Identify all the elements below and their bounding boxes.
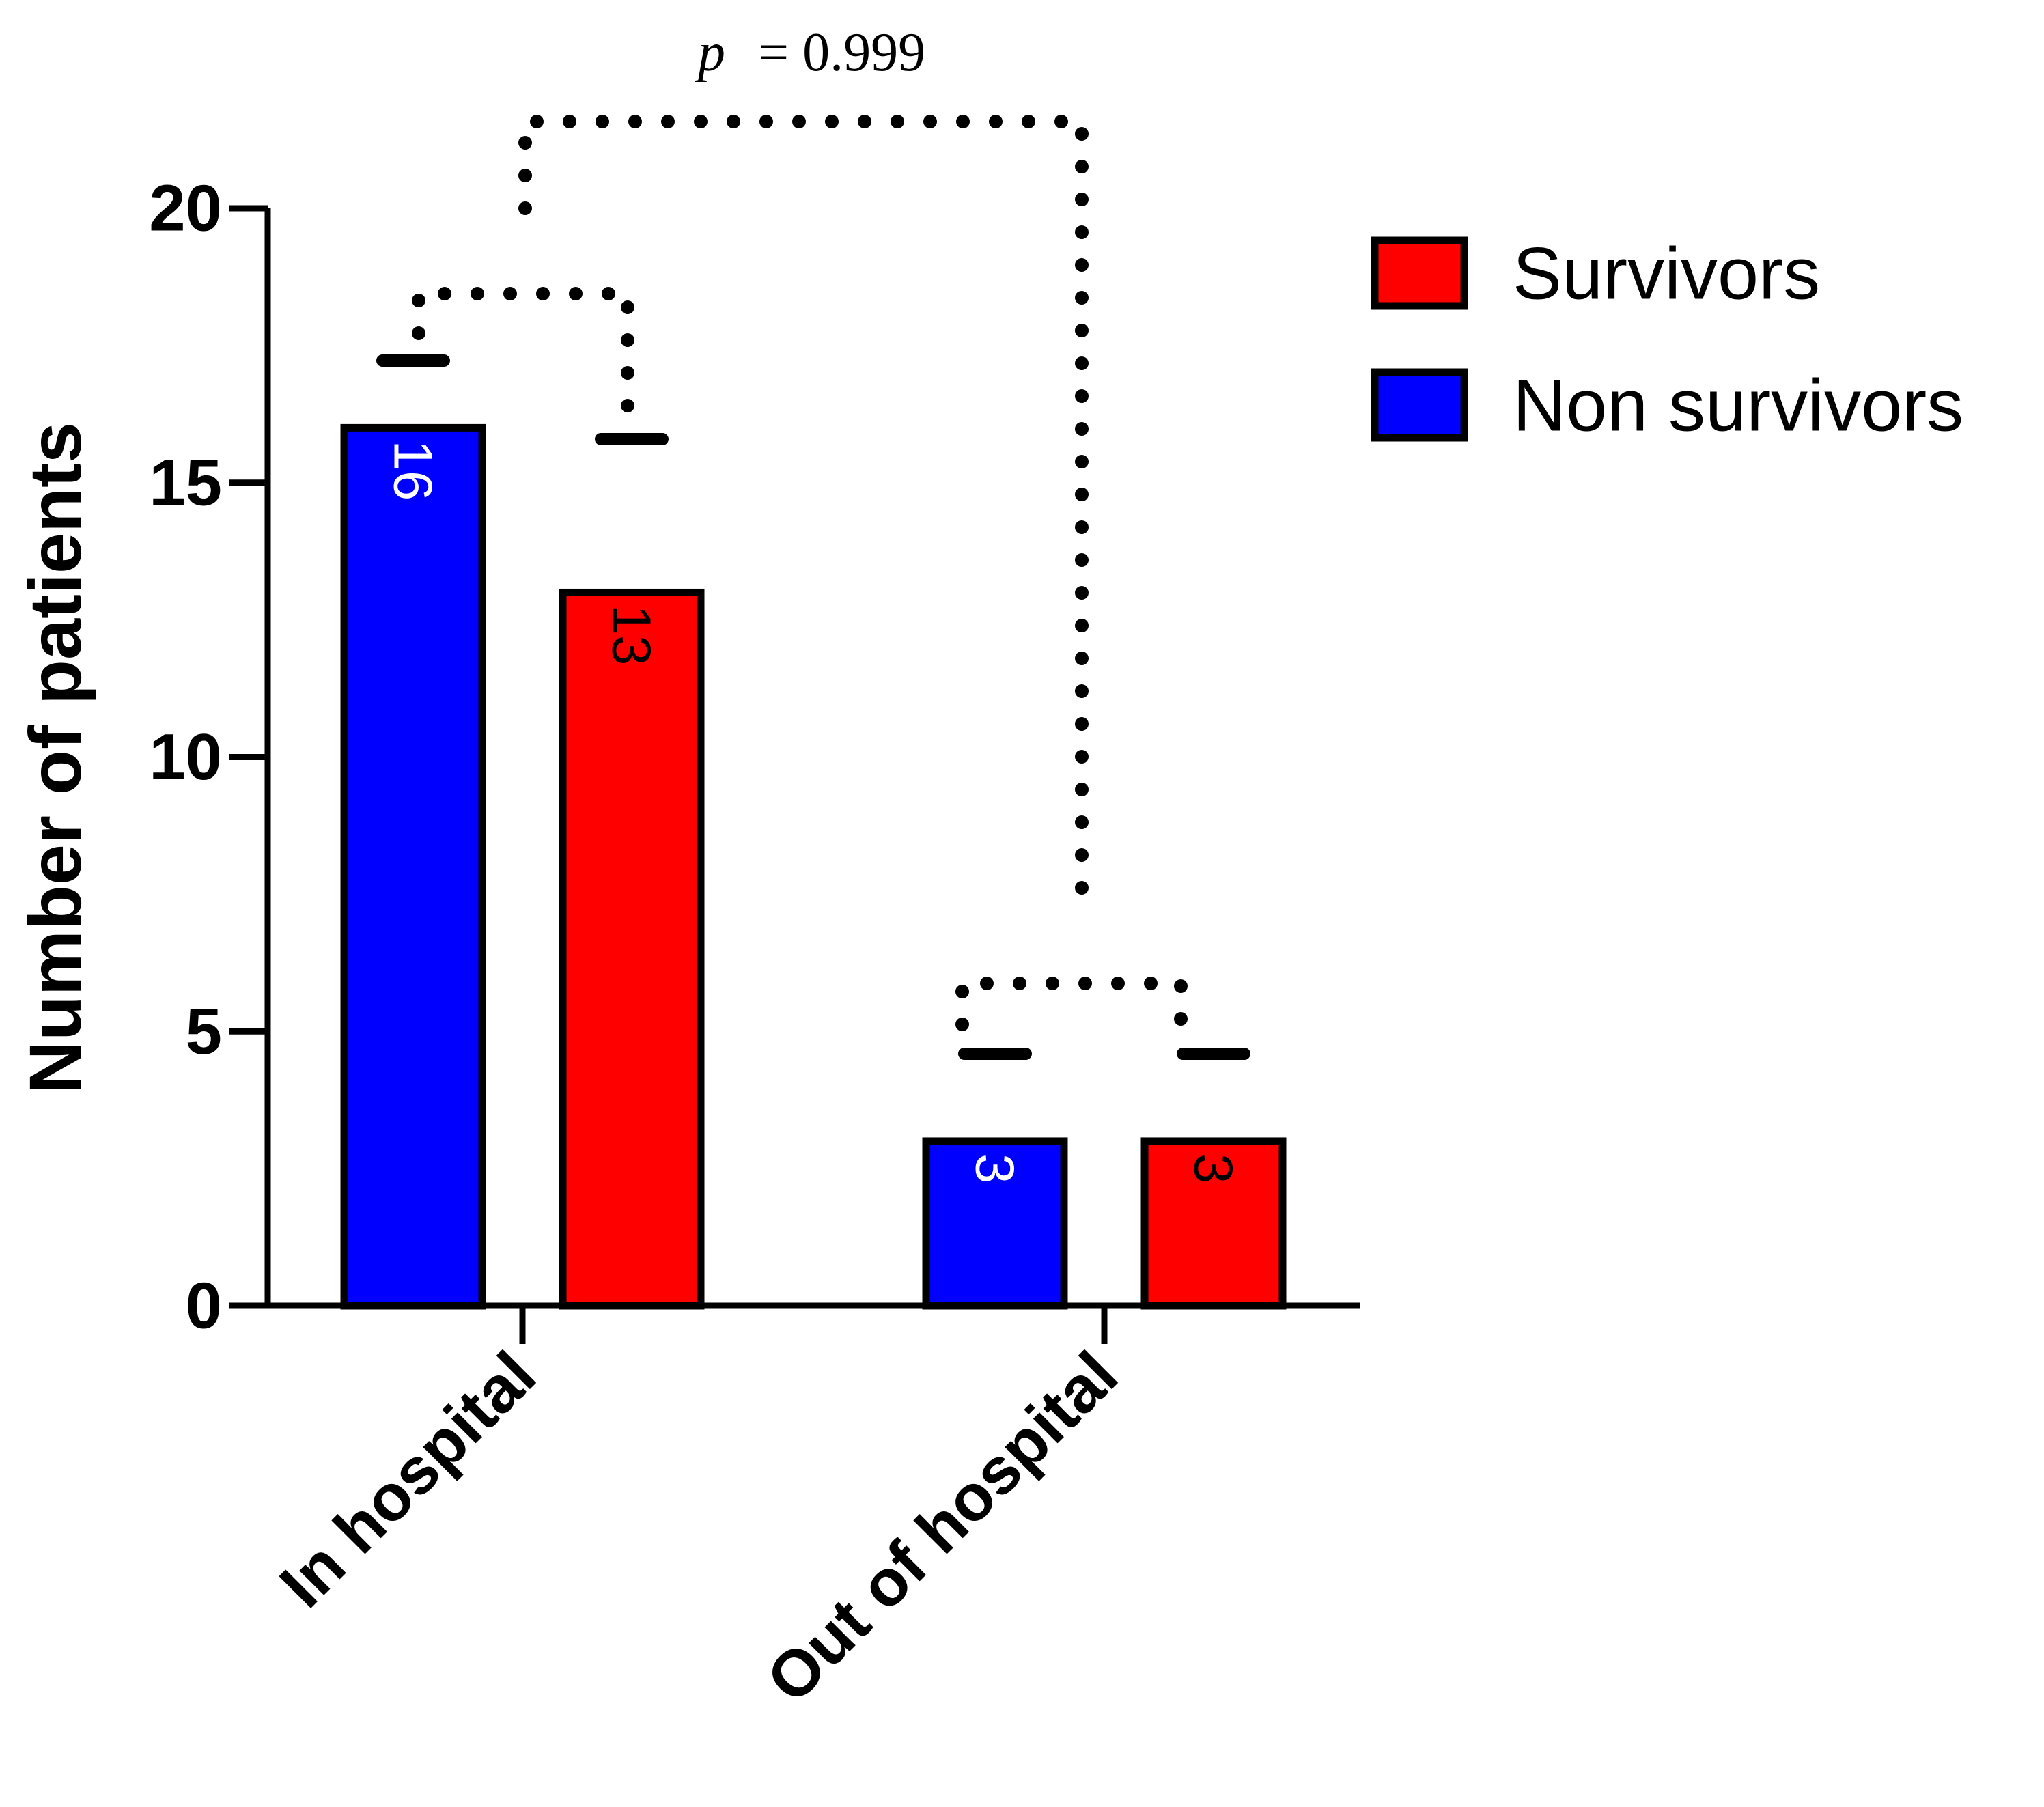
bracket-overall — [518, 115, 1089, 901]
p-value-text: = 0.999 — [758, 23, 925, 83]
y-ticks-group: 0 5 10 15 20 — [149, 172, 268, 1343]
p-value-label: p = 0.999 — [695, 23, 925, 83]
y-axis-label: Number of patients — [14, 422, 96, 1094]
x-tick-label-in-hospital: In hospital — [266, 1338, 550, 1621]
x-ticks-group: In hospital Out of hospital — [266, 1306, 1132, 1717]
bracket-out-of-hospital — [955, 977, 1188, 1031]
significance-brackets — [376, 115, 1250, 1060]
p-symbol: p — [695, 23, 725, 83]
legend-label-non-survivors: Non survivors — [1513, 364, 1963, 447]
legend-label-survivors: Survivors — [1513, 232, 1820, 315]
bar-value-label: 3 — [1184, 1153, 1244, 1184]
y-tick-label: 20 — [149, 172, 222, 245]
bars-group: 16 13 3 3 — [340, 423, 1287, 1310]
x-tick-label-out-of-hospital: Out of hospital — [753, 1338, 1132, 1717]
bar-value-label: 3 — [965, 1153, 1026, 1184]
legend: Survivors Non survivors — [1371, 232, 1963, 447]
legend-swatch-non-survivors — [1371, 368, 1468, 442]
bar-value-label: 13 — [602, 604, 662, 665]
y-tick-label: 10 — [149, 720, 222, 794]
bar-in-hospital-non-survivors — [340, 423, 486, 1310]
y-tick-label: 15 — [149, 446, 222, 519]
bar-value-label: 16 — [383, 440, 444, 501]
y-tick-label: 0 — [186, 1270, 222, 1343]
y-tick-label: 5 — [186, 995, 222, 1068]
legend-swatch-survivors — [1371, 236, 1468, 310]
p-value-annotation: p = 0.999 — [695, 23, 925, 83]
bracket-in-hospital — [412, 287, 634, 419]
bar-in-hospital-survivors — [559, 588, 705, 1310]
